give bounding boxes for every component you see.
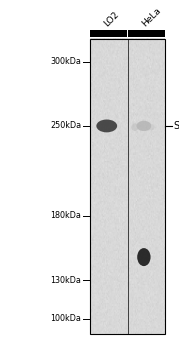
Text: LO2: LO2 xyxy=(103,10,121,29)
Bar xyxy=(128,30,165,37)
Text: 250kDa: 250kDa xyxy=(50,121,81,131)
Ellipse shape xyxy=(137,248,151,266)
Ellipse shape xyxy=(136,121,151,131)
Text: 300kDa: 300kDa xyxy=(51,57,81,66)
Ellipse shape xyxy=(96,119,117,132)
Text: 100kDa: 100kDa xyxy=(51,314,81,323)
Bar xyxy=(90,38,165,334)
Ellipse shape xyxy=(131,123,139,131)
Text: 180kDa: 180kDa xyxy=(51,211,81,220)
Bar xyxy=(90,30,127,37)
Text: SON: SON xyxy=(174,121,179,131)
Text: HeLa: HeLa xyxy=(140,6,162,29)
Ellipse shape xyxy=(148,124,154,131)
Text: 130kDa: 130kDa xyxy=(51,276,81,285)
